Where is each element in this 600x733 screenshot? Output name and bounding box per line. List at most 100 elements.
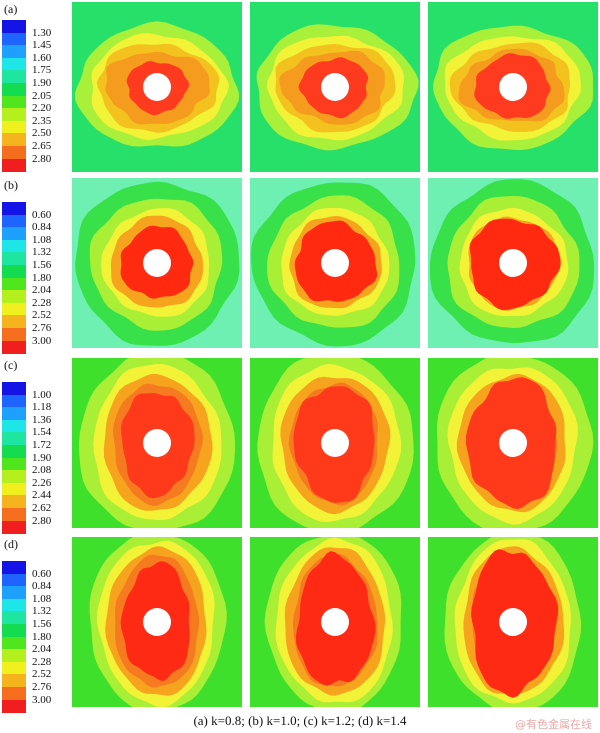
- colorbar-swatch: [2, 445, 26, 459]
- colorbar-tick-label: 3.00: [32, 693, 52, 706]
- colorbar-swatch: [2, 315, 26, 329]
- borehole-circle: [499, 429, 527, 457]
- contour-plot: [250, 537, 420, 707]
- borehole-circle: [499, 73, 527, 101]
- colorbar-swatch: [2, 573, 26, 587]
- colorbar-tick-label: 2.28: [32, 296, 52, 309]
- contour-plot: [72, 178, 242, 348]
- borehole-circle: [143, 429, 171, 457]
- colorbar-tick-label: 1.08: [32, 592, 52, 605]
- colorbar-tick-label: 2.44: [32, 489, 52, 502]
- colorbar-swatch: [2, 146, 26, 160]
- colorbar-swatch: [2, 45, 26, 59]
- contour-panel: [428, 178, 598, 348]
- colorbar-swatch: [2, 265, 26, 279]
- contour-panel: [250, 358, 420, 528]
- row-a: (a) 1.30 1.45 1.60 1.75 1.90 2.05 2.20 2.35 2.50…: [0, 0, 600, 174]
- colorbar-tick-label: 1.80: [32, 630, 52, 643]
- colorbar-tick-label: 2.80: [32, 514, 52, 527]
- colorbar-swatch: [2, 636, 26, 650]
- colorbar-tick-label: 1.32: [32, 605, 52, 618]
- colorbar-tick-label: 1.90: [32, 451, 52, 464]
- colorbar-tick-label: 1.72: [32, 439, 52, 451]
- colorbar-tick-label: 2.65: [32, 140, 52, 152]
- colorbar-tick-label: 2.62: [32, 502, 52, 514]
- colorbar-swatch: [2, 95, 26, 109]
- contour-panel: [428, 537, 598, 707]
- row-label: (d): [4, 537, 18, 551]
- colorbar-swatch: [2, 687, 26, 701]
- colorbar-swatch: [2, 674, 26, 688]
- row-d: (d) 0.60 0.84 1.08 1.32 1.56 1.80 2.04 2.28 2.52…: [0, 535, 600, 713]
- colorbar-swatch: [2, 561, 26, 575]
- contour-plot: [72, 358, 242, 528]
- colorbar-tick-label: 3.00: [32, 334, 52, 347]
- contour-plot: [250, 2, 420, 172]
- contour-plot: [428, 537, 598, 707]
- colorbar-tick-label: 1.54: [32, 426, 52, 439]
- colorbar-tick-label: 1.00: [32, 388, 52, 401]
- colorbar-tick-label: 1.56: [32, 618, 52, 630]
- colorbar-swatch: [2, 611, 26, 625]
- contour-panel: [428, 2, 598, 172]
- colorbar-swatch: [2, 586, 26, 600]
- colorbar-tick-label: 2.76: [32, 681, 52, 693]
- colorbar-tick-label: 2.08: [32, 464, 52, 477]
- colorbar-swatch: [2, 57, 26, 71]
- contour-panel: [250, 537, 420, 707]
- borehole-circle: [143, 249, 171, 277]
- contour-plot: [428, 178, 598, 348]
- borehole-circle: [499, 249, 527, 277]
- colorbar-tick-label: 1.30: [32, 26, 52, 39]
- colorbar-tick-label: 1.80: [32, 271, 52, 284]
- colorbar-swatch: [2, 457, 26, 471]
- borehole-circle: [143, 608, 171, 636]
- colorbar-swatch: [2, 290, 26, 304]
- colorbar-tick-label: 2.76: [32, 322, 52, 334]
- colorbar-swatch: [2, 328, 26, 342]
- colorbar-swatch: [2, 495, 26, 509]
- borehole-circle: [321, 73, 349, 101]
- colorbar-swatch: [2, 394, 26, 408]
- contour-panel: [72, 537, 242, 707]
- colorbar-swatch: [2, 482, 26, 496]
- borehole-circle: [321, 249, 349, 277]
- colorbar-tick-label: 2.28: [32, 655, 52, 668]
- colorbar-tick-label: 0.60: [32, 208, 52, 221]
- colorbar-tick-label: 2.50: [32, 127, 52, 140]
- colorbar-tick-label: 2.20: [32, 102, 52, 115]
- colorbar-swatch: [2, 649, 26, 663]
- colorbar-tick-label: 1.08: [32, 233, 52, 246]
- colorbar-swatch: [2, 252, 26, 266]
- colorbar-swatch: [2, 407, 26, 421]
- borehole-circle: [321, 608, 349, 636]
- colorbar-tick-label: 2.04: [32, 643, 52, 656]
- colorbar-tick-label: 0.60: [32, 567, 52, 580]
- borehole-circle: [143, 73, 171, 101]
- colorbar-swatch: [2, 239, 26, 253]
- colorbar-tick-label: 1.75: [32, 64, 52, 77]
- contour-panel: [250, 2, 420, 172]
- colorbar-tick-label: 2.80: [32, 152, 52, 165]
- colorbar-swatch: [2, 32, 26, 46]
- contour-plot: [72, 537, 242, 707]
- watermark: @有色金属在线: [515, 718, 592, 731]
- contour-panel: [72, 2, 242, 172]
- colorbar-swatch: [2, 419, 26, 433]
- colorbar-swatch: [2, 108, 26, 122]
- colorbar-tick-label: 1.18: [32, 401, 52, 414]
- colorbar-swatch: [2, 277, 26, 291]
- contour-plot: [250, 358, 420, 528]
- colorbar-tick-label: 2.52: [32, 309, 52, 322]
- row-label: (c): [4, 358, 18, 372]
- colorbar-swatch: [2, 508, 26, 522]
- contour-plot: [250, 178, 420, 348]
- colorbar-swatch: [2, 70, 26, 84]
- contour-plot: [428, 358, 598, 528]
- colorbar-swatch: [2, 202, 26, 216]
- borehole-circle: [321, 429, 349, 457]
- colorbar-swatch: [2, 20, 26, 34]
- contour-panel: [72, 358, 242, 528]
- row-c: (c) 1.00 1.18 1.36 1.54 1.72 1.90 2.08 2.26 2.44…: [0, 356, 600, 534]
- row-label: (a): [4, 2, 18, 16]
